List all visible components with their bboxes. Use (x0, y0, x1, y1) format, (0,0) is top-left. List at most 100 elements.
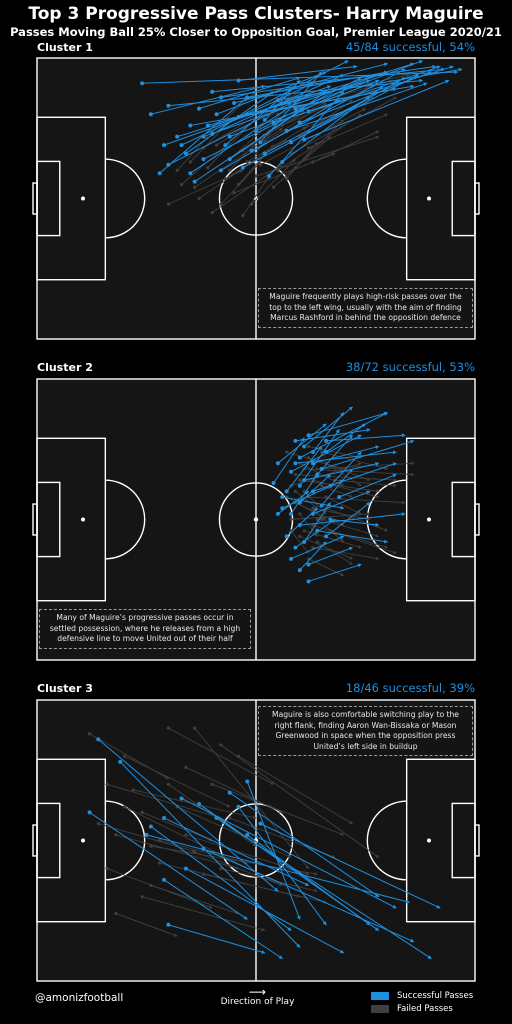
cluster-3-annotation: Maguire is also comfortable switching pl… (258, 706, 473, 756)
failed-pass-origin (285, 450, 289, 454)
successful-pass-origin (310, 450, 315, 455)
legend-failed-label: Failed Passes (397, 1004, 453, 1014)
successful-pass-origin (214, 816, 219, 821)
successful-pass-origin (162, 816, 167, 821)
failed-pass-origin (228, 816, 232, 820)
failed-pass-origin (105, 867, 109, 871)
successful-pass-origin (227, 134, 232, 139)
failed-pass-19 (150, 885, 240, 915)
failed-pass-39 (242, 175, 270, 216)
successful-pass-45 (264, 79, 301, 121)
successful-pass-7 (246, 781, 301, 920)
successful-pass-origin (302, 137, 307, 142)
successful-pass-origin (249, 148, 254, 153)
failed-pass-12 (242, 111, 305, 152)
failed-pass-27 (185, 767, 283, 813)
direction-label: Direction of Play (220, 997, 295, 1007)
failed-pass-origin (236, 754, 241, 758)
successful-pass-22 (286, 507, 318, 537)
failed-pass-8 (290, 96, 397, 154)
successful-pass-origin (166, 162, 171, 167)
failed-pass-3 (308, 496, 406, 505)
successful-pass-27 (282, 496, 345, 510)
cluster-3-stat: 18/46 successful, 39% (345, 681, 475, 695)
left-goal (32, 182, 38, 215)
failed-pass-origin (193, 726, 197, 730)
failed-pass-12 (176, 806, 292, 858)
successful-pass-35 (185, 91, 275, 154)
failed-pass-origin (219, 202, 223, 206)
legend-failed-swatch (371, 1005, 389, 1013)
failed-pass-origin (306, 444, 311, 449)
successful-pass-15 (299, 473, 332, 504)
failed-pass-origin (285, 177, 289, 181)
direction-of-play: ⟶ Direction of Play (210, 986, 305, 1007)
successful-pass-44 (203, 71, 389, 138)
successful-pass-40 (190, 94, 310, 174)
successful-pass-19 (273, 437, 305, 484)
successful-pass-origin (245, 832, 250, 837)
failed-pass-origin (184, 833, 188, 837)
failed-pass-4 (247, 125, 310, 163)
successful-pass-10 (238, 64, 358, 81)
failed-pass-origin (210, 210, 214, 215)
failed-pass-24 (141, 811, 213, 842)
failed-pass-origin (158, 838, 162, 843)
successful-pass-16 (238, 806, 327, 926)
successful-pass-origin (205, 123, 210, 128)
successful-pass-41 (238, 60, 349, 118)
successful-pass-origin (306, 433, 311, 438)
failed-pass-origin (245, 160, 249, 164)
successful-pass-11 (312, 490, 371, 515)
successful-pass-origin (197, 801, 202, 806)
successful-pass-origin (275, 511, 280, 516)
failed-pass-23 (299, 513, 318, 537)
successful-pass-16 (317, 530, 389, 544)
successful-pass-32 (273, 65, 454, 124)
successful-pass-8 (303, 406, 353, 447)
failed-pass-origin (166, 726, 170, 730)
successful-pass-39 (303, 79, 450, 140)
failed-pass-origin (179, 182, 184, 187)
successful-pass-origin (118, 759, 123, 764)
cluster-2-annotation: Many of Maguire’s progressive passes occ… (39, 609, 251, 649)
successful-pass-origin (148, 112, 153, 117)
failed-pass-origin (276, 168, 280, 172)
chart-title: Top 3 Progressive Pass Clusters- Harry M… (28, 4, 484, 24)
successful-pass-origin (284, 489, 289, 494)
successful-pass-42 (220, 64, 437, 98)
failed-pass-3 (211, 164, 283, 213)
failed-pass-19 (330, 530, 389, 549)
failed-pass-origin (254, 174, 258, 178)
failed-pass-13 (273, 136, 331, 188)
failed-pass-origin (175, 168, 179, 172)
failed-pass-origin (214, 143, 219, 147)
successful-pass-12 (168, 924, 266, 954)
successful-pass-origin (197, 106, 202, 111)
successful-pass-origin (271, 480, 276, 485)
successful-pass-origin (262, 117, 267, 122)
successful-pass-origin (183, 866, 188, 871)
failed-pass-22 (321, 451, 389, 470)
successful-pass-36 (260, 71, 323, 143)
failed-pass-origin (193, 850, 197, 854)
right-penalty-arc (366, 800, 407, 881)
successful-pass-origin (214, 112, 219, 117)
failed-pass-origin (105, 782, 109, 786)
legend-failed: Failed Passes (371, 1004, 453, 1014)
failed-pass-origin (210, 782, 214, 786)
left-penalty-arc (105, 800, 146, 881)
cluster-3-label: Cluster 3 (37, 682, 93, 695)
failed-pass-25 (220, 868, 319, 893)
left-penalty-spot (80, 196, 85, 201)
failed-pass-origin (131, 788, 135, 792)
successful-pass-28 (299, 428, 340, 487)
failed-pass-origin (289, 517, 293, 522)
successful-pass-10 (286, 445, 323, 492)
cluster-1-stat: 45/84 successful, 54% (345, 40, 475, 54)
failed-pass-27 (295, 119, 345, 168)
successful-pass-origin (240, 165, 245, 170)
successful-pass-43 (295, 60, 424, 110)
successful-pass-origin (293, 545, 298, 550)
successful-pass-3 (312, 462, 397, 492)
